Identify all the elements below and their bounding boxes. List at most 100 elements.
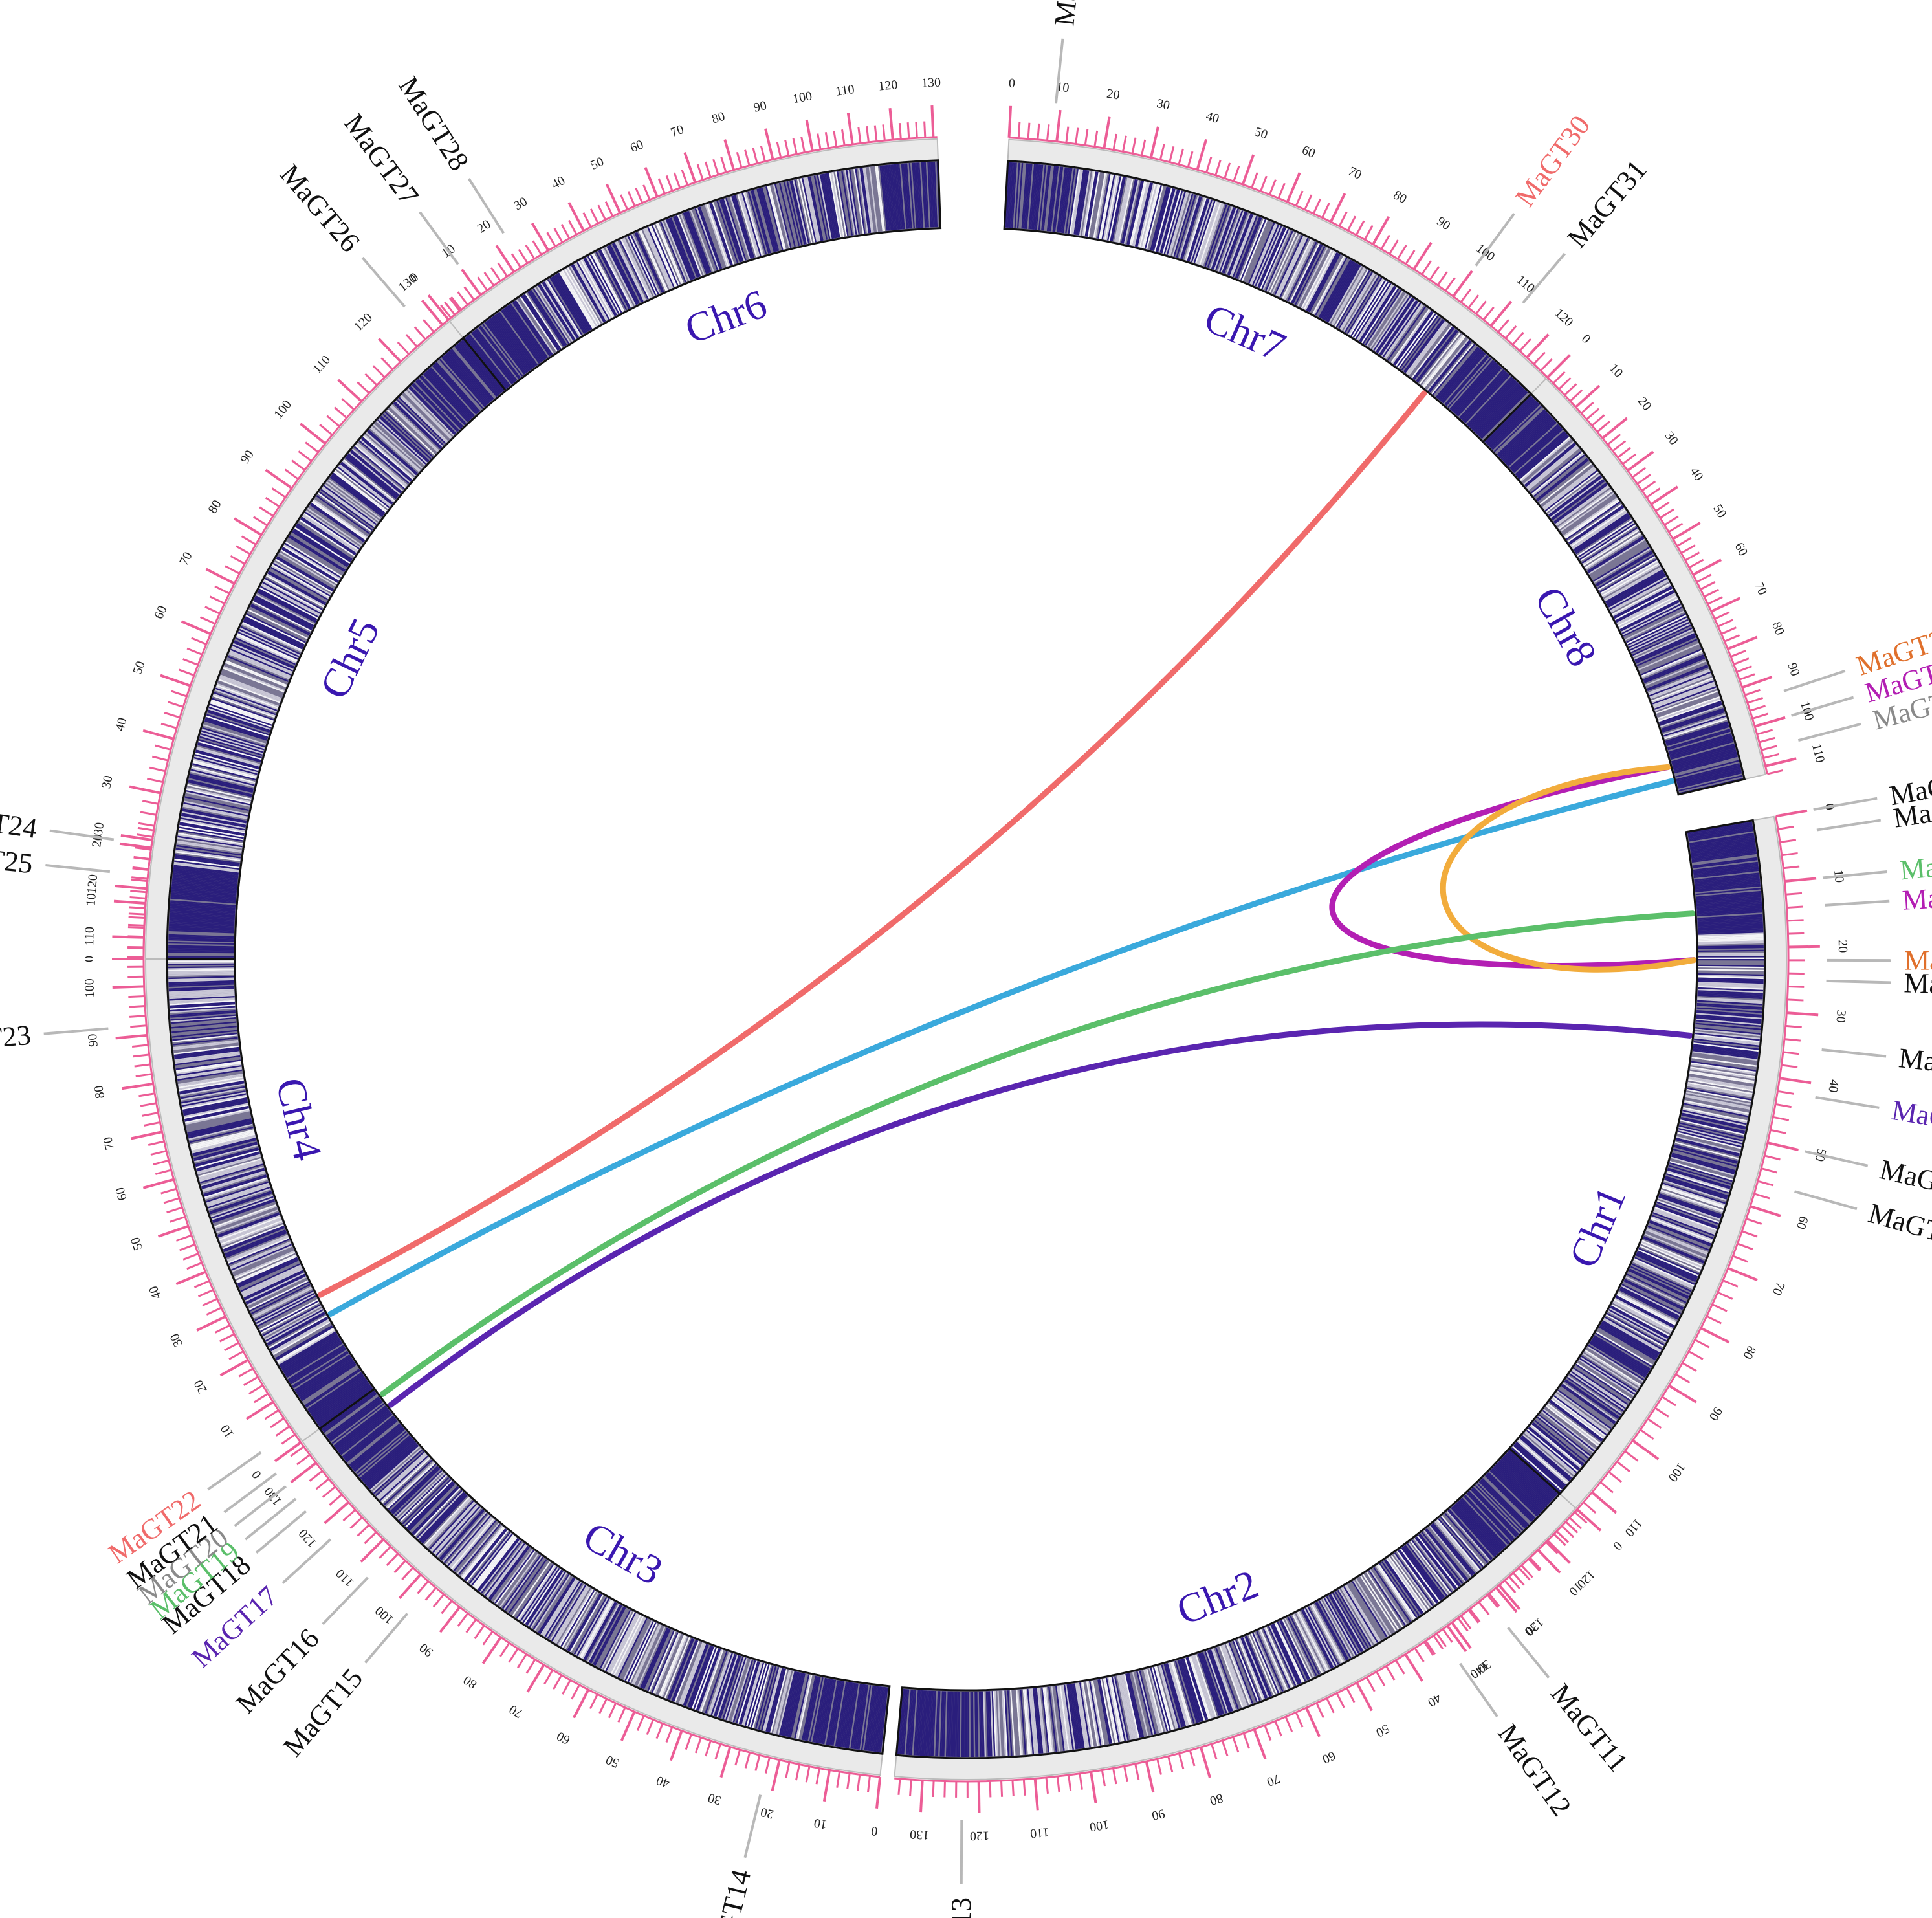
chr3-tick-label: 30 [707,1791,723,1808]
chr3-tick-label: 0 [870,1824,878,1838]
chr2-tick-label: 110 [1029,1825,1049,1840]
chr4-tick-label: 30 [168,1331,186,1349]
gene-leader-line [43,1027,109,1035]
gene-label: MaGT9 [1877,1153,1932,1204]
gene-magt13: MaGT13 [945,1819,977,1918]
chr5-tick-label: 120 [351,311,375,335]
chr3-tick-label: 70 [507,1702,525,1721]
gene-leader-line [1791,696,1854,717]
gene-label: MaGT10 [1865,1197,1932,1256]
chr5-tick-label: 80 [206,498,225,516]
chr7-tick-label: 50 [1253,124,1269,142]
gene-leader-line [1826,979,1891,984]
chr4-tick-label: 40 [146,1284,164,1301]
chr8-tick-label: 60 [1732,540,1751,558]
gene-leader-line [1459,1662,1498,1717]
gene-leader-line [322,1576,369,1626]
gene-label: MaGT14 [701,1866,757,1918]
chr7-tick-label: 20 [1106,87,1121,103]
gene-label: MaGT11 [1544,1678,1634,1778]
chr3-ideogram: 0102030405060708090100110120130Chr3 [261,1387,891,1838]
gene-leader-line [234,1485,287,1527]
gene-magt8: MaGT8 [1815,1094,1932,1140]
chr6-tick-label: 100 [791,89,813,106]
chr7-tick-label: 0 [1008,76,1015,91]
gene-leader-line [1797,722,1861,742]
gene-label: MaGT8 [1889,1094,1932,1140]
gene-leader-line [419,211,459,265]
chr8-tick-label: 40 [1687,465,1706,483]
chr5-tick-label: 50 [130,659,148,676]
chr4-tick-label: 20 [192,1378,210,1396]
chr5-tick-label: 60 [151,604,170,621]
chr5-tick-label: 30 [99,775,116,790]
chr5-tick-label: 110 [310,353,333,376]
chr8-tick-label: 110 [1809,742,1827,764]
synteny-link [379,910,1696,1397]
chr7-tick-label: 70 [1346,164,1364,182]
gene-magt6: MaGT6 [1826,967,1932,1001]
chr3-tick-label: 90 [417,1640,435,1660]
gene-leader-line [1816,819,1882,832]
gene-leader-line [960,1819,963,1884]
gene-label: MaGT7 [1897,1042,1932,1083]
chr4-tick-label: 110 [82,927,97,946]
chr6-tick-label: 80 [710,109,727,127]
chromosome-ideograms: 0102030405060708090100110120130140Chr101… [82,75,1850,1843]
chr5-tick-label: 0 [82,956,96,962]
chr5-tick-label: 100 [271,397,294,421]
gene-label: MaGT3 [1898,846,1932,887]
gene-leader-line [1822,870,1887,879]
gene-leader-line [244,1497,297,1541]
chr6-tick-label: 110 [835,82,855,99]
gene-label: MaGT24 [0,799,39,844]
synteny-link [1329,764,1697,969]
chr6-tick-label: 120 [877,78,898,94]
chr3-label: Chr3 [576,1512,670,1593]
chr4-tick-label: 10 [218,1422,237,1441]
chr8-tick-label: 50 [1710,502,1729,520]
chr1-tick-label: 40 [1825,1079,1841,1094]
chr6-tick-label: 130 [921,75,941,90]
gene-magt28: MaGT28 [392,71,505,234]
chr7-tick-label: 30 [1156,96,1171,113]
chr5-tick-label: 40 [113,716,130,733]
gene-magt24: MaGT24 [0,799,115,844]
gene-magt3: MaGT3 [1822,846,1932,887]
chr3-tick-label: 120 [296,1526,319,1550]
chr5-tick-label: 70 [177,549,195,568]
gene-leader-line [1821,1048,1887,1058]
gene-leader-line [1522,252,1566,304]
gene-label: MaGT5 [1904,945,1932,976]
chr3-tick-label: 20 [759,1805,774,1822]
chr7-tick-label: 110 [1514,272,1538,296]
synteny-links [317,390,1697,1408]
chr7-tick-label: 60 [1300,143,1317,161]
chr2-label: Chr2 [1170,1561,1264,1634]
gene-magt29: MaGT29 [1048,0,1091,104]
chr8-tick-label: 0 [1579,332,1594,347]
chr6-ideogram: 0102030405060708090100110120130Chr6 [407,75,942,392]
gene-leader-line [467,177,505,234]
gene-label: MaGT29 [1048,0,1091,28]
chr6-tick-label: 30 [512,194,530,213]
chr4-tick-label: 60 [113,1186,130,1202]
gene-label: MaGT13 [945,1897,977,1918]
chr2-tick-label: 100 [1088,1817,1110,1834]
gene-leader-line [361,256,406,308]
chr3-tick-label: 40 [654,1773,671,1791]
gene-label: MaGT30 [1509,109,1596,212]
chr8-tick-label: 80 [1769,620,1787,637]
gene-leader-line [281,1538,332,1584]
chr2-tick-label: 90 [1150,1806,1166,1823]
chr1-tick-label: 30 [1833,1009,1848,1023]
chr1-tick-label: 60 [1794,1215,1811,1231]
chr3-tick-label: 80 [461,1673,479,1692]
gene-leader-line [1804,1150,1869,1167]
gene-leader-line [1813,797,1878,811]
chr7-tick-label: 90 [1434,214,1453,233]
chr6-label: Chr6 [679,280,773,352]
gene-leader-line [49,829,115,841]
gene-label: MaGT31 [1561,154,1653,254]
